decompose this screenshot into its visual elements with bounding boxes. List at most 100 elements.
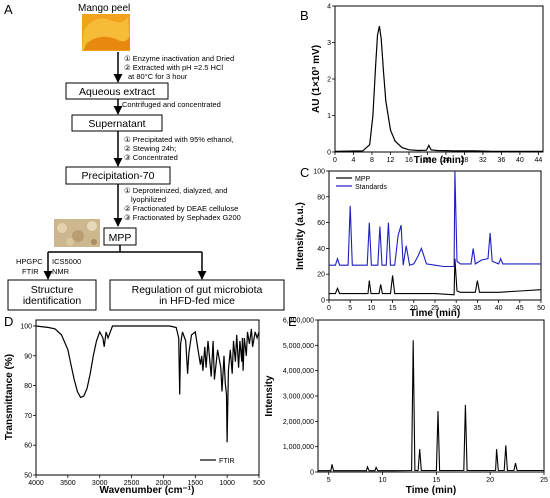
x-tick-label: 8 bbox=[370, 157, 374, 164]
y-tick-label: 1 bbox=[327, 113, 331, 120]
y-tick-label: 6,000,000 bbox=[283, 318, 314, 325]
y-tick-label: 2 bbox=[327, 77, 331, 84]
panel-label-d: D bbox=[4, 314, 13, 329]
panel-d-series-line bbox=[35, 325, 260, 443]
panel-b-xlabel: Time (min) bbox=[414, 155, 464, 166]
panel-d-chart: D 4000 3500 3000 2500 2000 1500 1000 500 50 60 70 8… bbox=[4, 314, 265, 496]
panel-label-a: A bbox=[4, 2, 13, 17]
y-tick-label: 4,000,000 bbox=[283, 368, 314, 375]
flow-title: Mango peel bbox=[78, 3, 130, 14]
panel-label-b: B bbox=[300, 8, 309, 23]
flow-step-3-3: ③ Concentrated bbox=[124, 153, 178, 162]
flow-step-4-2: lyophilized bbox=[131, 195, 166, 204]
panel-d-xlabel: Wavenumber (cm⁻¹) bbox=[100, 485, 195, 496]
x-tick-label: 50 bbox=[537, 305, 545, 312]
panel-c-xlabel: Time (min) bbox=[410, 308, 460, 319]
x-tick-label: 16 bbox=[405, 157, 413, 164]
method-hpgpc: HPGPC bbox=[16, 257, 43, 266]
panel-e-frame bbox=[317, 319, 545, 473]
x-tick-label: 24 bbox=[442, 157, 450, 164]
x-tick-label: 25 bbox=[431, 305, 439, 312]
box-supernatant bbox=[71, 114, 163, 132]
x-tick-label: 3000 bbox=[92, 480, 108, 487]
box-aqueous-extract bbox=[65, 82, 169, 100]
legend-label-ftir: FTIR bbox=[219, 458, 235, 465]
panel-b-frame bbox=[334, 5, 544, 153]
x-tick-label: 1000 bbox=[219, 480, 235, 487]
x-tick-label: 28 bbox=[461, 157, 469, 164]
x-tick-label: 20 bbox=[486, 477, 494, 484]
panel-label-e: E bbox=[288, 314, 297, 329]
x-tick-label: 4000 bbox=[28, 480, 44, 487]
y-tick-label: 100 bbox=[20, 323, 32, 330]
polysaccharide-powder-image bbox=[54, 219, 100, 247]
x-tick-label: 40 bbox=[516, 157, 524, 164]
y-tick-label: 20 bbox=[317, 272, 325, 279]
x-tick-label: 5 bbox=[327, 477, 331, 484]
panel-d-frame bbox=[35, 319, 260, 476]
flow-step-2: Contrifuged and concentrated bbox=[122, 100, 221, 109]
x-tick-label: 500 bbox=[253, 480, 265, 487]
x-tick-label: 10 bbox=[368, 305, 376, 312]
y-tick-label: 4 bbox=[327, 4, 331, 11]
panel-d-legend: FTIR bbox=[200, 458, 235, 465]
x-tick-label: 2500 bbox=[124, 480, 140, 487]
y-tick-label: 0 bbox=[321, 298, 325, 305]
box-structure-identification-label: Structure identification bbox=[23, 284, 82, 307]
x-tick-label: 4 bbox=[352, 157, 356, 164]
panel-c-series-mpp-line bbox=[329, 258, 542, 296]
panel-c-series-standards-line bbox=[329, 170, 541, 268]
box-precipitation-70-label: Precipitation-70 bbox=[82, 170, 155, 182]
flow-step-3-1: ① Precipitated with 95% ethanol, bbox=[124, 135, 234, 144]
y-tick-label: 3,000,000 bbox=[283, 394, 314, 401]
y-tick-label: 70 bbox=[24, 413, 32, 420]
panel-c-ylabel: Intensity (a.u.) bbox=[295, 202, 306, 270]
panel-e-ylabel: Intensity bbox=[264, 375, 275, 417]
x-tick-label: 15 bbox=[389, 305, 397, 312]
y-tick-label: 80 bbox=[24, 383, 32, 390]
x-tick-label: 5 bbox=[348, 305, 352, 312]
panel-d-ylabel: Transmittance (%) bbox=[4, 354, 15, 440]
flow-step-3-2: ② Stewing 24h; bbox=[124, 144, 176, 153]
y-tick-label: 50 bbox=[24, 473, 32, 480]
panel-b-ylabel: AU (1×10³ mV) bbox=[311, 45, 322, 113]
panel-c-chart: C 0 5 10 15 20 25 30 35 40 45 50 0 20 40 60 80 100 MPP S… bbox=[295, 165, 545, 319]
panel-label-c: C bbox=[300, 165, 309, 180]
x-tick-label: 10 bbox=[379, 477, 387, 484]
method-ftir: FTIR bbox=[22, 267, 39, 276]
box-structure-identification bbox=[7, 279, 97, 311]
x-tick-label: 12 bbox=[387, 157, 395, 164]
panel-c-legend: MPP Standards bbox=[336, 176, 387, 191]
x-tick-label: 3500 bbox=[60, 480, 76, 487]
y-tick-label: 3 bbox=[327, 40, 331, 47]
y-tick-label: 0 bbox=[310, 470, 314, 477]
y-tick-label: 5,000,000 bbox=[283, 343, 314, 350]
box-mpp-label: MPP bbox=[109, 232, 132, 244]
y-tick-label: 40 bbox=[317, 246, 325, 253]
method-nmr: NMR bbox=[52, 267, 70, 276]
box-supernatant-label: Supernatant bbox=[88, 118, 145, 130]
x-tick-label: 20 bbox=[410, 305, 418, 312]
panel-a-flowchart: A Mango peel ① Enzyme inactivation and D… bbox=[4, 2, 285, 311]
panel-e-chart: E 5 10 15 20 25 0 1,000,000 2,000,000 3,000,000 4… bbox=[264, 314, 548, 496]
x-tick-label: 45 bbox=[516, 305, 524, 312]
panel-e-xlabel: Time (min) bbox=[406, 485, 456, 496]
x-tick-label: 2000 bbox=[156, 480, 172, 487]
y-tick-label: 80 bbox=[317, 194, 325, 201]
x-tick-label: 0 bbox=[333, 157, 337, 164]
flow-step-4-3: ② Fractionated by DEAE cellulose bbox=[124, 204, 238, 213]
x-tick-label: 44 bbox=[534, 157, 542, 164]
x-tick-label: 15 bbox=[432, 477, 440, 484]
y-tick-label: 90 bbox=[24, 353, 32, 360]
y-tick-label: 1,000,000 bbox=[283, 444, 314, 451]
box-gut-microbiota bbox=[109, 279, 285, 311]
y-tick-label: 60 bbox=[24, 443, 32, 450]
x-tick-label: 40 bbox=[495, 305, 503, 312]
flow-step-1-3: at 80°C for 3 hour bbox=[128, 72, 188, 81]
y-tick-label: 2,000,000 bbox=[283, 419, 314, 426]
y-tick-label: 100 bbox=[313, 169, 325, 176]
flow-step-1-1: ① Enzyme inactivation and Dried bbox=[124, 54, 234, 63]
x-tick-label: 1500 bbox=[187, 480, 203, 487]
x-tick-label: 36 bbox=[498, 157, 506, 164]
